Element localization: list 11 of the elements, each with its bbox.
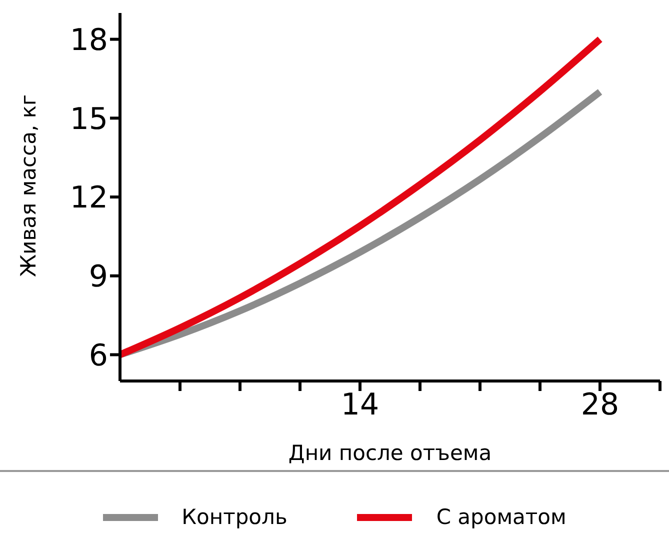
y-axis-title: Живая масса, кг [16,94,40,277]
y-tick-label: 9 [88,260,108,295]
y-tick-label: 6 [88,338,108,374]
x-axis-title: Дни после отъема [288,441,492,465]
x-tick-label: 28 [580,387,620,422]
y-tick-label: 12 [70,180,108,216]
legend-label: С ароматом [436,505,566,529]
y-tick-label: 15 [70,102,108,137]
legend-label: Контроль [182,505,288,529]
x-tick-label: 14 [340,387,380,422]
y-tick-label: 18 [70,22,108,58]
